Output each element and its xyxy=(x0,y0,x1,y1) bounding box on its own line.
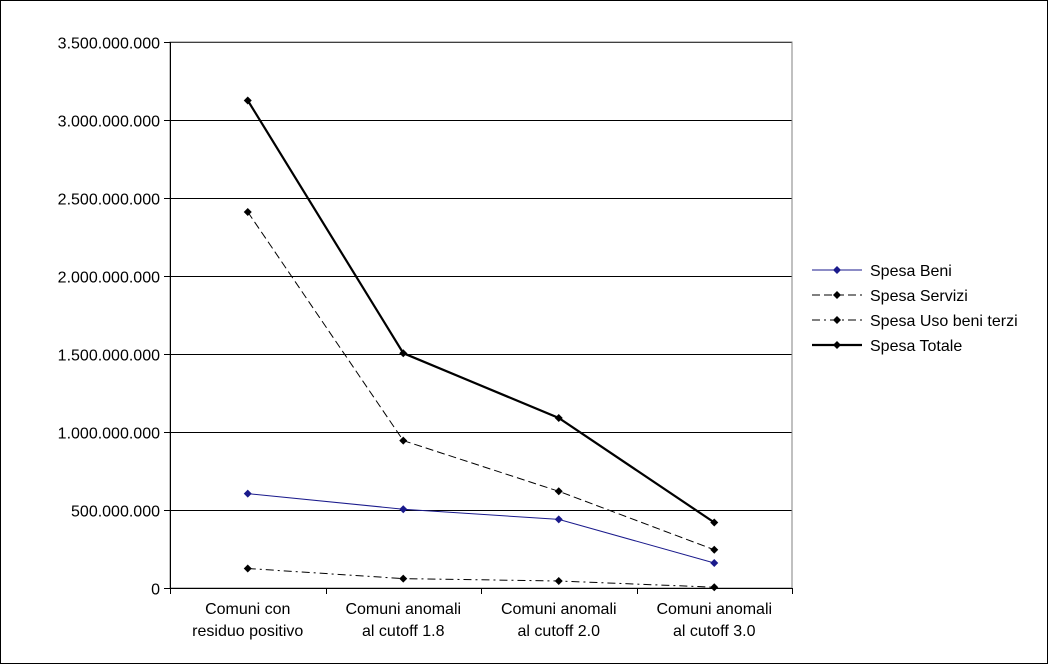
legend-label: Spesa Beni xyxy=(870,263,952,280)
y-tick-label: 2.000.000.000 xyxy=(58,270,160,287)
data-point xyxy=(399,349,408,358)
series-spesa-totale xyxy=(243,96,719,527)
data-point xyxy=(243,489,252,498)
series-line xyxy=(247,493,715,564)
data-point xyxy=(399,574,408,583)
data-point xyxy=(554,515,563,524)
legend-marker xyxy=(833,291,841,299)
axes: 0 500.000.000 1.000.000.000 1.500.000.000 2.… xyxy=(58,36,793,640)
data-point xyxy=(554,576,563,585)
data-point xyxy=(710,518,719,527)
data-point xyxy=(243,96,252,105)
y-tick-label: 1.500.000.000 xyxy=(58,348,160,365)
legend-label: Spesa Servizi xyxy=(870,288,968,305)
y-tick-label: 0 xyxy=(151,582,160,599)
legend-marker xyxy=(833,266,841,274)
data-point xyxy=(399,436,408,445)
legend-item: Spesa Beni xyxy=(812,263,952,280)
data-point xyxy=(710,545,719,554)
x-tick-label: Comuni anomali al cutoff 2.0 xyxy=(501,601,617,640)
series-line xyxy=(247,568,715,588)
data-point xyxy=(710,559,719,568)
series-spesa-beni xyxy=(243,489,719,568)
data-point xyxy=(243,208,252,217)
y-tick-label: 500.000.000 xyxy=(71,504,160,521)
legend-label: Spesa Uso beni terzi xyxy=(870,313,1018,330)
data-point xyxy=(243,564,252,573)
legend-marker xyxy=(833,316,841,324)
series-spesa-servizi xyxy=(243,208,719,554)
x-tick-label: Comuni anomali al cutoff 1.8 xyxy=(345,601,461,640)
data-point xyxy=(399,505,408,514)
legend-label: Spesa Totale xyxy=(870,338,962,355)
legend-item: Spesa Servizi xyxy=(812,288,968,305)
data-point xyxy=(710,583,719,592)
y-tick-label: 3.000.000.000 xyxy=(58,114,160,131)
series-line xyxy=(247,211,715,551)
legend-item: Spesa Totale xyxy=(812,338,962,355)
series-lines xyxy=(243,96,719,592)
data-point xyxy=(554,413,563,422)
data-point xyxy=(554,487,563,496)
series-line xyxy=(246,99,715,524)
legend-item: Spesa Uso beni terzi xyxy=(812,313,1018,330)
x-tick-label: Comuni con residuo positivo xyxy=(192,601,303,640)
y-tick-label: 2.500.000.000 xyxy=(58,192,160,209)
legend: Spesa Beni Spesa Servizi Spesa Uso beni te… xyxy=(812,263,1018,355)
y-tick-label: 1.000.000.000 xyxy=(58,426,160,443)
x-tick-label: Comuni anomali al cutoff 3.0 xyxy=(656,601,772,640)
series-spesa-uso-beni-terzi xyxy=(243,564,719,592)
legend-marker xyxy=(833,341,841,349)
y-tick-label: 3.500.000.000 xyxy=(58,36,160,53)
